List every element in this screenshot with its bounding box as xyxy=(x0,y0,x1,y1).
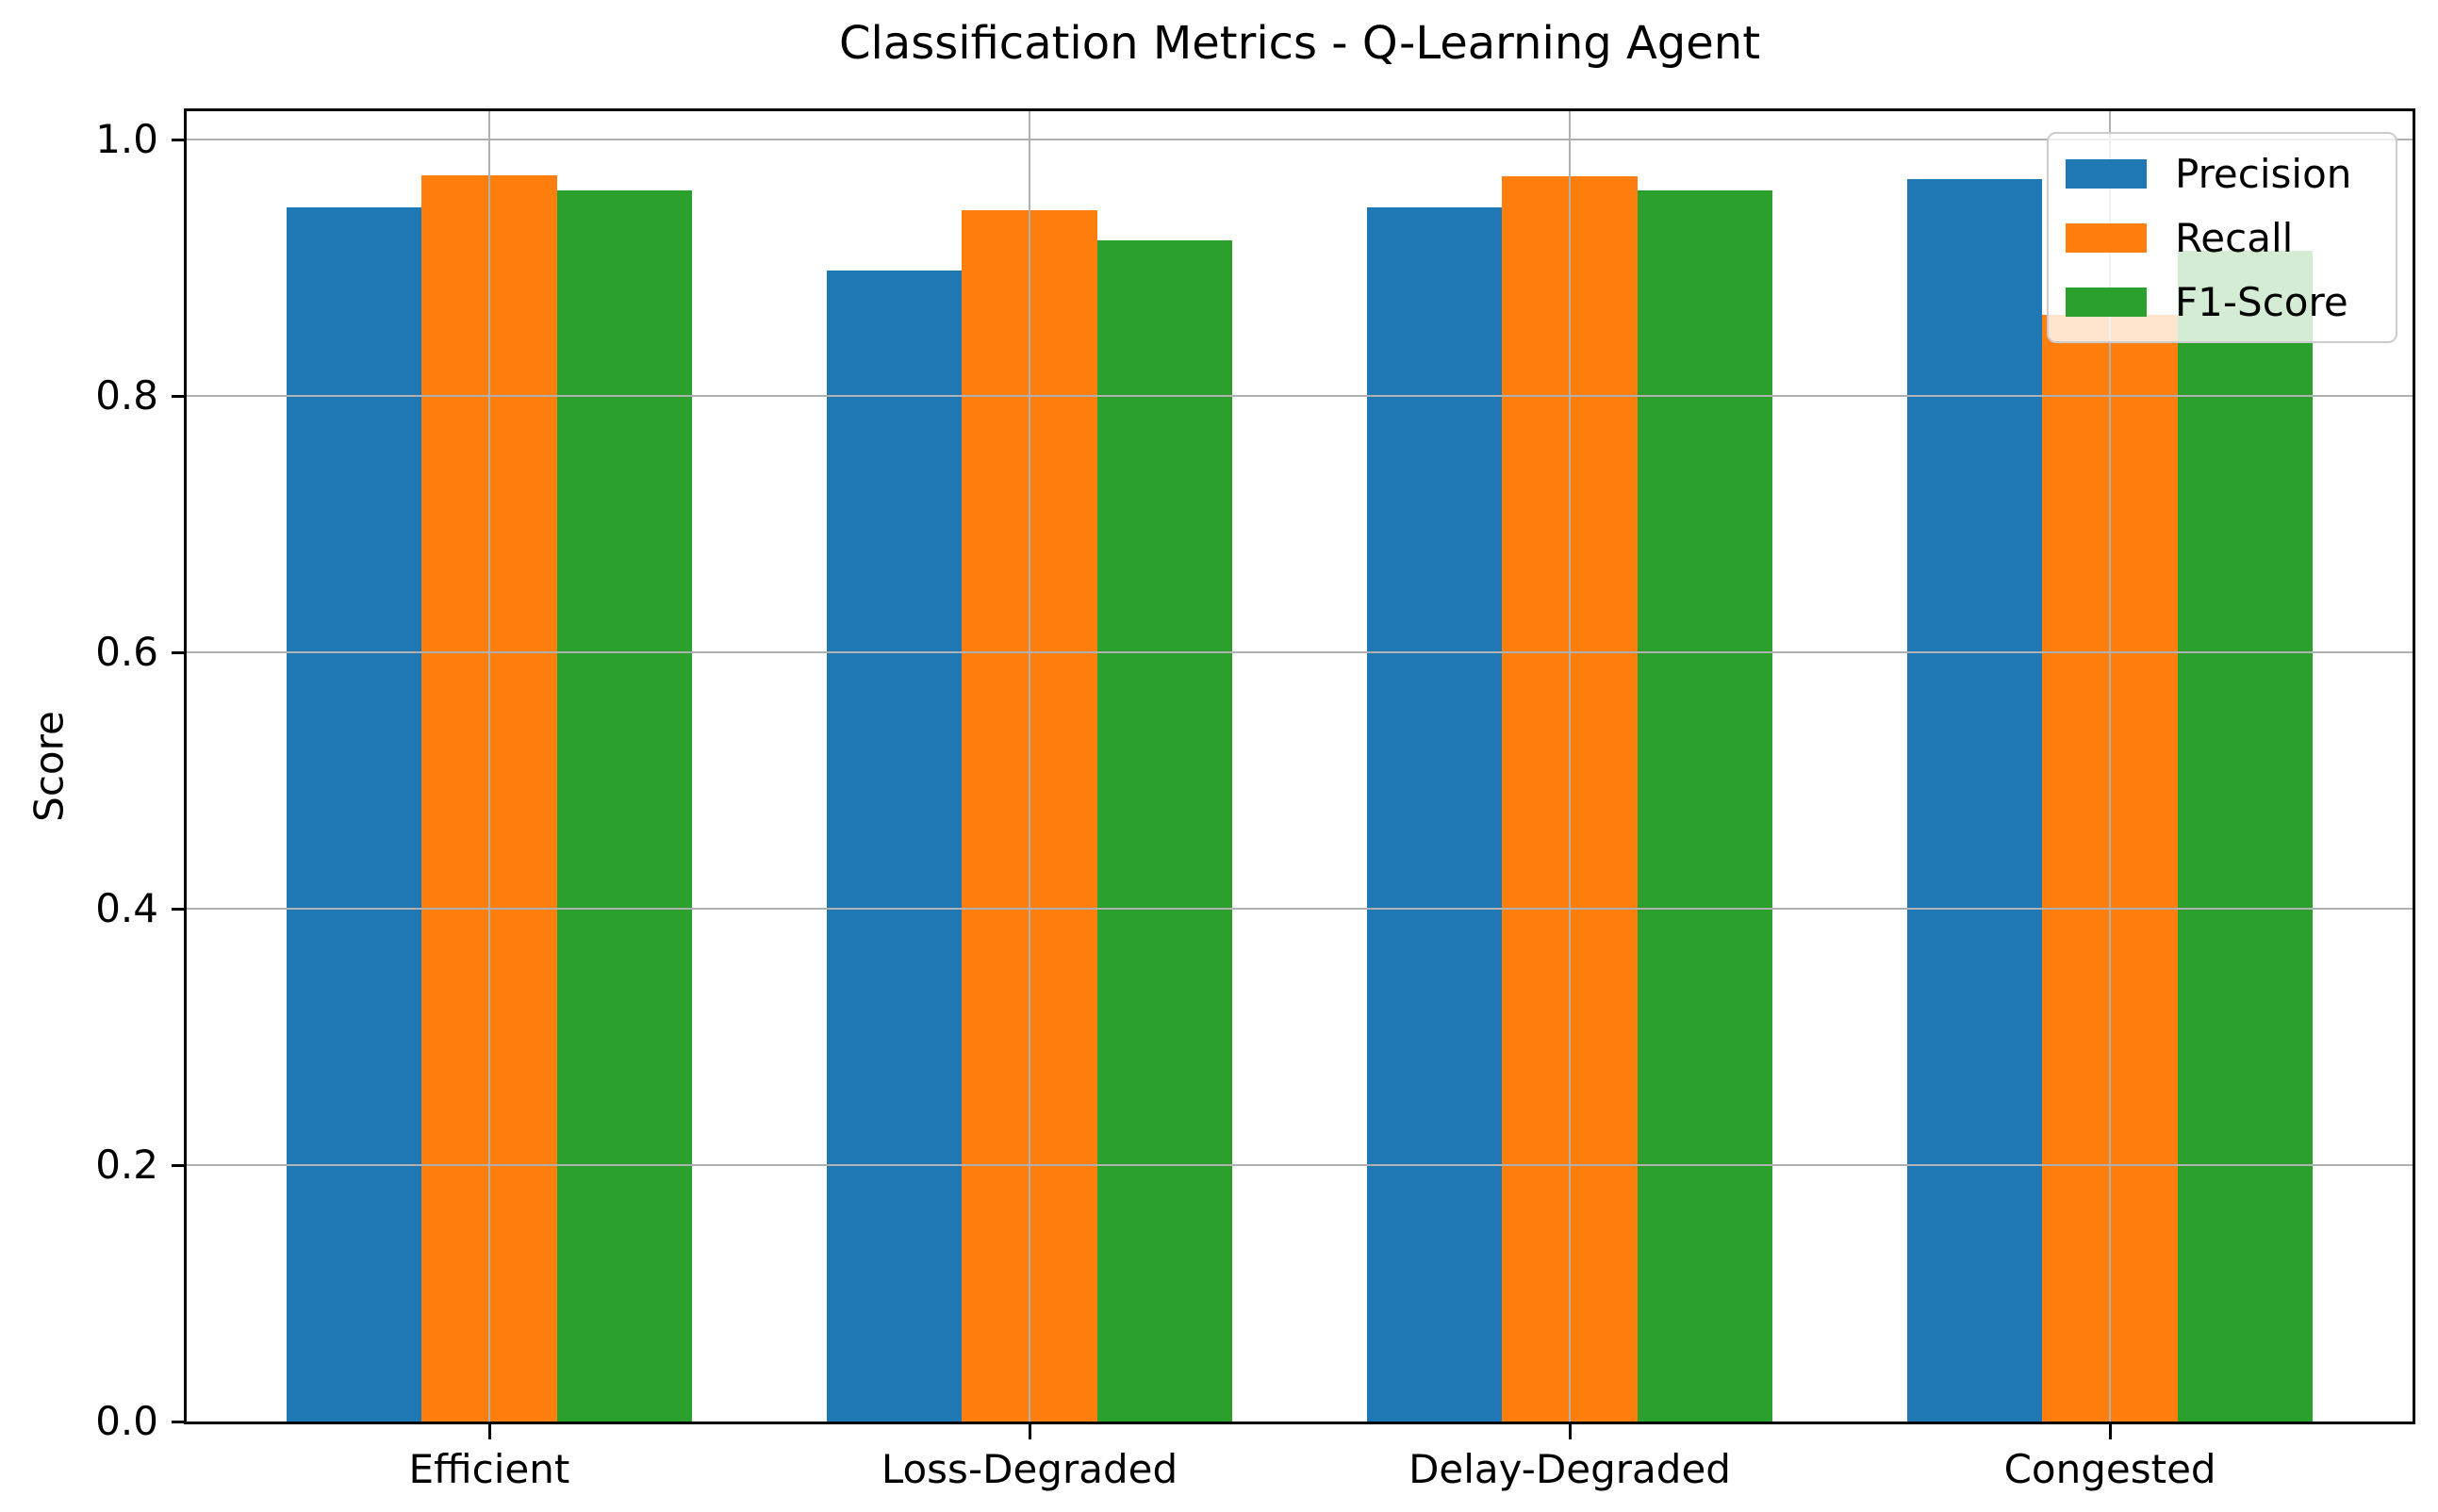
y-tick-label: 0.2 xyxy=(95,1141,158,1188)
y-tick-label: 0.0 xyxy=(95,1398,158,1444)
legend-label-recall: Recall xyxy=(2175,214,2294,261)
y-tick-mark xyxy=(172,394,187,398)
grid-layer xyxy=(187,111,2413,1422)
y-axis-label: Score xyxy=(25,711,73,822)
y-tick-mark xyxy=(172,907,187,911)
gridline-x-delay-degraded xyxy=(1569,111,1572,1422)
bar-efficient-precision xyxy=(287,207,422,1422)
gridline-y-0.2 xyxy=(187,1163,2413,1166)
y-tick-label: 0.4 xyxy=(95,884,158,931)
legend-item-precision: Precision xyxy=(2066,151,2379,197)
gridline-x-loss-degraded xyxy=(1028,111,1030,1422)
x-tick-label-congested: Congested xyxy=(2003,1446,2216,1492)
x-tick-label-delay-degraded: Delay-Degraded xyxy=(1408,1446,1731,1492)
y-tick-label: 1.0 xyxy=(95,115,158,162)
x-tick-label-efficient: Efficient xyxy=(408,1446,570,1492)
legend-item-f1score: F1-Score xyxy=(2066,279,2379,325)
chart-title: Classification Metrics - Q-Learning Agen… xyxy=(838,17,1761,70)
gridline-y-0.4 xyxy=(187,907,2413,910)
legend-label-precision: Precision xyxy=(2175,150,2352,197)
bar-loss-degraded-precision xyxy=(827,270,963,1422)
x-tick-mark xyxy=(487,1424,491,1439)
gridline-x-efficient xyxy=(487,111,490,1422)
y-tick-label: 0.8 xyxy=(95,371,158,419)
precision-swatch-icon xyxy=(2066,158,2147,189)
y-tick-mark xyxy=(172,1421,187,1423)
y-tick-label: 0.6 xyxy=(95,628,158,675)
legend-label-f1score: F1-Score xyxy=(2175,278,2348,325)
y-tick-mark xyxy=(172,138,187,141)
legend-item-recall: Recall xyxy=(2066,215,2379,261)
recall-swatch-icon xyxy=(2066,222,2147,253)
x-tick-mark xyxy=(2109,1424,2113,1439)
bar-delay-degraded-precision xyxy=(1367,207,1503,1422)
y-tick-mark xyxy=(172,650,187,654)
gridline-x-congested xyxy=(2109,111,2112,1422)
legend: Precision Recall F1-Score xyxy=(2047,132,2397,343)
gridline-y-0.8 xyxy=(187,394,2413,397)
x-tick-mark xyxy=(1569,1424,1573,1439)
bar-congested-precision xyxy=(1907,179,2043,1422)
x-tick-label-loss-degraded: Loss-Degraded xyxy=(881,1446,1178,1492)
y-tick-mark xyxy=(172,1163,187,1167)
x-tick-mark xyxy=(1028,1424,1031,1439)
f1-score-swatch-icon xyxy=(2066,287,2147,317)
bar-congested-f1-score xyxy=(2177,251,2313,1422)
plot-area: Precision Recall F1-Score xyxy=(184,108,2415,1424)
gridline-y-1.0 xyxy=(187,138,2413,140)
gridline-y-0.6 xyxy=(187,650,2413,653)
bar-loss-degraded-f1-score xyxy=(1096,240,1232,1422)
